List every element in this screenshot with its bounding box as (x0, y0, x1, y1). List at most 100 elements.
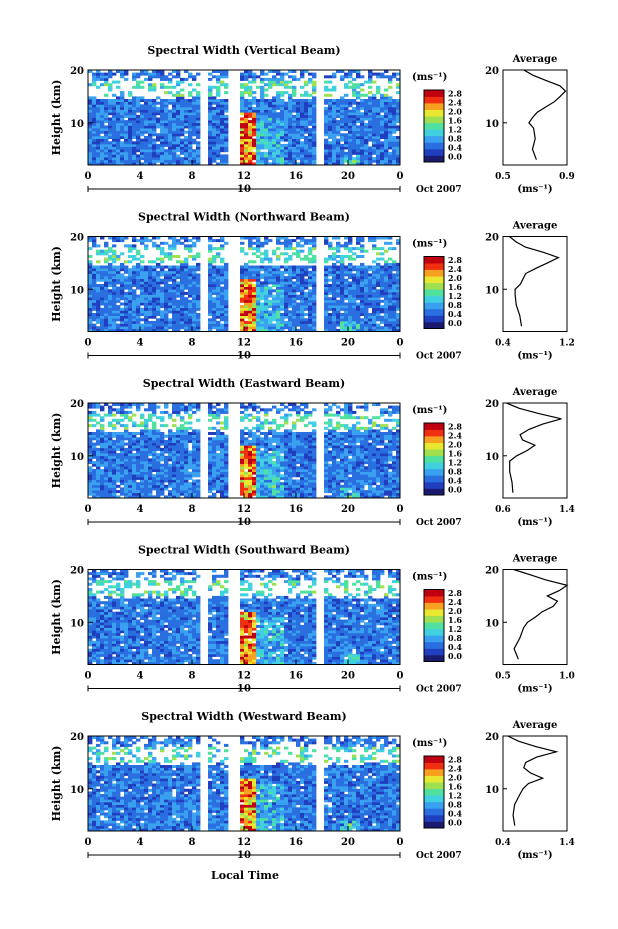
heatmap-cell (284, 159, 289, 163)
heatmap-cell (132, 106, 137, 110)
heatmap-cell (284, 294, 289, 298)
heatmap-cell (88, 239, 93, 243)
heatmap-cell (100, 289, 105, 293)
heatmap-cell (380, 104, 385, 108)
heatmap-cell (132, 239, 137, 243)
heatmap-cell (212, 125, 217, 129)
heatmap-cell (168, 284, 173, 287)
heatmap-cell (256, 109, 261, 113)
heatmap-cell (348, 146, 353, 150)
heatmap-cell (288, 299, 293, 303)
heatmap-cell (160, 85, 165, 89)
heatmap-cell (264, 120, 269, 124)
heatmap-cell (364, 141, 369, 145)
heatmap-cell (224, 276, 229, 280)
heatmap-cell (264, 106, 269, 110)
heatmap-cell (392, 157, 397, 161)
heatmap-cell (152, 125, 157, 129)
heatmap-cell (100, 276, 105, 280)
heatmap-cell (220, 307, 225, 311)
heatmap-cell (100, 77, 105, 81)
heatmap-cell (156, 479, 161, 483)
heatmap-cell (368, 120, 373, 124)
heatmap-cell (328, 130, 333, 134)
heatmap-cell (292, 141, 297, 145)
heatmap-cell (136, 109, 141, 113)
heatmap-cell (344, 104, 349, 108)
heatmap-cell (148, 476, 153, 480)
heatmap-cell (124, 492, 129, 496)
heatmap-cell (196, 484, 201, 488)
heatmap-cell (296, 318, 301, 322)
heatmap-cell (300, 286, 305, 290)
heatmap-cell (368, 313, 373, 316)
heatmap-cell (152, 151, 157, 155)
heatmap-cell (148, 159, 153, 163)
heatmap-cell (132, 479, 137, 483)
heatmap-cell (152, 141, 157, 145)
heatmap-cell (264, 128, 269, 132)
heatmap-cell (88, 262, 93, 266)
heatmap-cell (96, 101, 101, 105)
heatmap-cell (376, 149, 381, 153)
heatmap-cell (372, 99, 377, 102)
heatmap-cell (272, 70, 277, 73)
heatmap-cell (152, 244, 157, 248)
heatmap-cell (352, 305, 357, 309)
heatmap-cell (172, 106, 177, 110)
heatmap-cell (288, 286, 293, 290)
heatmap-cell (116, 85, 121, 89)
heatmap-cell (248, 278, 253, 282)
heatmap-cell (116, 159, 121, 163)
heatmap-cell (308, 323, 313, 327)
heatmap-cell (260, 146, 265, 150)
heatmap-cell (164, 466, 169, 470)
heatmap-cell (216, 114, 221, 118)
heatmap-cell (184, 320, 189, 324)
heatmap-cell (92, 453, 97, 457)
heatmap-cell (152, 302, 157, 306)
heatmap-cell (112, 442, 117, 446)
heatmap-cell (88, 442, 93, 446)
heatmap-cell (380, 72, 385, 76)
heatmap-cell (136, 328, 141, 332)
heatmap-cell (152, 149, 157, 153)
heatmap-cell (380, 326, 385, 330)
heatmap-cell (88, 315, 93, 319)
heatmap-cell (312, 114, 317, 118)
heatmap-cell (124, 136, 129, 139)
heatmap-cell (324, 265, 329, 269)
heatmap-cell (108, 106, 113, 110)
heatmap-cell (184, 239, 189, 243)
heatmap-cell (284, 236, 289, 240)
heatmap-cell (328, 291, 333, 295)
heatmap-cell (116, 125, 121, 129)
heatmap-cell (124, 482, 129, 486)
heatmap-cell (220, 72, 225, 76)
heatmap-cell (344, 146, 349, 150)
heatmap-cell (248, 130, 253, 134)
heatmap-cell (88, 99, 93, 102)
heatmap-cell (264, 255, 269, 258)
heatmap-cell (248, 162, 253, 166)
heatmap-cell (308, 326, 313, 330)
heatmap-cell (372, 286, 377, 290)
heatmap-cell (248, 141, 253, 145)
heatmap-cell (208, 133, 213, 137)
heatmap-cell (332, 315, 337, 319)
heatmap-cell (280, 138, 285, 142)
heatmap-cell (368, 106, 373, 110)
heatmap-cell (304, 157, 309, 161)
heatmap-cell (92, 418, 97, 422)
heatmap-cell (324, 93, 329, 97)
heatmap-cell (352, 136, 357, 139)
heatmap-cell (388, 99, 393, 102)
heatmap-cell (128, 91, 133, 95)
heatmap-cell (340, 313, 345, 316)
heatmap-cell (344, 101, 349, 105)
heatmap-cell (208, 281, 213, 285)
heatmap-cell (152, 112, 157, 116)
heatmap-cell (156, 463, 161, 467)
heatmap-cell (276, 318, 281, 322)
heatmap-cell (280, 130, 285, 134)
